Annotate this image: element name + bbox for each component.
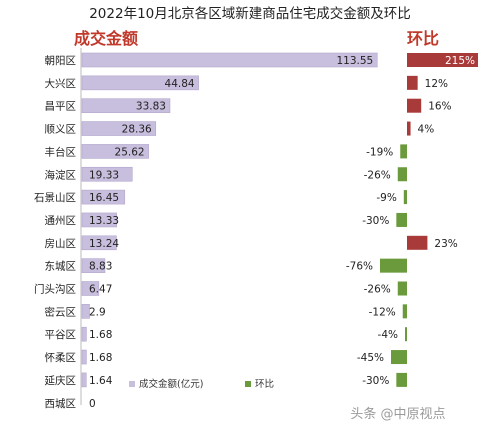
mom-value-label: 4%	[418, 124, 435, 136]
category-label: 平谷区	[45, 329, 77, 341]
amount-value-label: 13.24	[89, 238, 119, 250]
mom-header: 环比	[407, 29, 439, 48]
mom-bar-negative	[380, 258, 407, 273]
amount-bar	[81, 189, 126, 205]
category-label: 西城区	[45, 398, 77, 410]
mom-bar-negative	[396, 212, 407, 227]
mom-bar-negative	[405, 327, 407, 342]
mom-value-label: -9%	[376, 192, 396, 204]
legend-swatch-amount	[129, 381, 135, 387]
amount-value-label: 19.33	[89, 169, 119, 181]
amount-bar	[81, 281, 100, 296]
mom-bar-positive	[407, 121, 411, 136]
amount-value-label: 13.33	[89, 215, 119, 227]
category-label: 门头沟区	[34, 283, 76, 296]
mom-value-label: -12%	[369, 306, 396, 318]
watermark: 头条 @中原视点	[350, 406, 445, 422]
mom-value-label: -30%	[362, 375, 389, 387]
category-label: 海淀区	[45, 168, 77, 181]
chart-title: 2022年10月北京各区域新建商品住宅成交金额及环比	[89, 5, 411, 22]
amount-value-label: 25.62	[115, 146, 145, 158]
mom-value-label: -4%	[378, 329, 398, 341]
amount-bar	[81, 75, 199, 91]
mom-bar-negative	[402, 304, 407, 319]
category-label: 通州区	[45, 215, 77, 227]
legend-label-amount: 成交金额(亿元)	[139, 378, 203, 390]
category-label: 丰台区	[45, 145, 77, 158]
mom-bar-negative	[397, 167, 407, 182]
mom-value-label: -45%	[357, 352, 384, 364]
amount-bar	[81, 258, 106, 273]
amount-bar	[81, 326, 87, 342]
amount-bar	[81, 304, 90, 319]
amount-bar	[81, 349, 87, 365]
amount-bar	[81, 166, 133, 182]
mom-value-label: 12%	[425, 78, 448, 90]
mom-value-label: -30%	[362, 215, 389, 227]
legend-label-mom: 环比	[255, 378, 274, 390]
mom-value-label: -76%	[346, 261, 373, 273]
mom-value-label: 23%	[434, 238, 457, 250]
legend-swatch-mom	[245, 381, 251, 387]
amount-bar	[81, 372, 87, 388]
amount-bar	[81, 98, 171, 113]
category-label: 密云区	[45, 305, 77, 318]
mom-value-label: 215%	[445, 55, 475, 67]
mom-value-label: -26%	[364, 169, 391, 181]
mom-bar-positive	[407, 98, 422, 113]
amount-value-label: 1.68	[89, 352, 112, 364]
mom-bar-negative	[396, 372, 407, 387]
amount-value-label: 44.84	[165, 78, 195, 90]
category-labels: 朝阳区大兴区昌平区顺义区丰台区海淀区石景山区通州区房山区东城区门头沟区密云区平谷…	[34, 55, 76, 410]
mom-value-label: -19%	[366, 146, 393, 158]
amount-value-label: 0	[89, 398, 96, 410]
category-label: 昌平区	[45, 101, 77, 113]
mom-bar-negative	[391, 350, 407, 365]
category-label: 朝阳区	[45, 55, 77, 67]
amount-value-label: 6.47	[89, 284, 112, 296]
amount-value-label: 113.55	[336, 55, 373, 67]
amount-bar	[81, 121, 157, 136]
amount-bar	[81, 235, 117, 251]
category-label: 房山区	[45, 237, 77, 250]
category-label: 延庆区	[45, 374, 77, 387]
amount-value-label: 8.83	[89, 261, 112, 273]
category-label: 大兴区	[45, 77, 77, 90]
mom-bar-positive	[407, 235, 428, 250]
amount-value-label: 33.83	[136, 101, 166, 113]
mom-bar-negative	[400, 144, 407, 159]
mom-bars: 215% 12% 16% 4% -19% -26% -9% -30% 23% -76% -26% -1…	[346, 53, 478, 387]
amount-bar	[81, 212, 117, 228]
amount-value-label: 1.64	[89, 375, 113, 387]
amount-bars: 113.55 44.84 33.83 28.36 25.62 19.33 16.45 13.3…	[81, 52, 378, 410]
category-label: 东城区	[45, 260, 77, 273]
category-label: 怀柔区	[45, 352, 77, 364]
mom-value-label: -26%	[364, 284, 391, 296]
amount-header: 成交金额	[74, 29, 138, 48]
mom-bar-positive	[407, 53, 478, 67]
amount-value-label: 28.36	[122, 124, 152, 136]
category-label: 石景山区	[34, 192, 76, 204]
category-label: 顺义区	[45, 124, 77, 136]
amount-bar	[81, 52, 378, 68]
amount-value-label: 16.45	[89, 192, 119, 204]
mom-bar-negative	[397, 281, 407, 296]
mom-value-label: 16%	[428, 101, 451, 113]
mom-bar-negative	[403, 190, 407, 205]
legend: 成交金额(亿元) 环比	[129, 378, 274, 390]
amount-bar	[81, 144, 149, 159]
amount-value-label: 1.68	[89, 329, 112, 341]
mom-bar-positive	[407, 75, 418, 90]
amount-value-label: 2.9	[89, 306, 106, 318]
